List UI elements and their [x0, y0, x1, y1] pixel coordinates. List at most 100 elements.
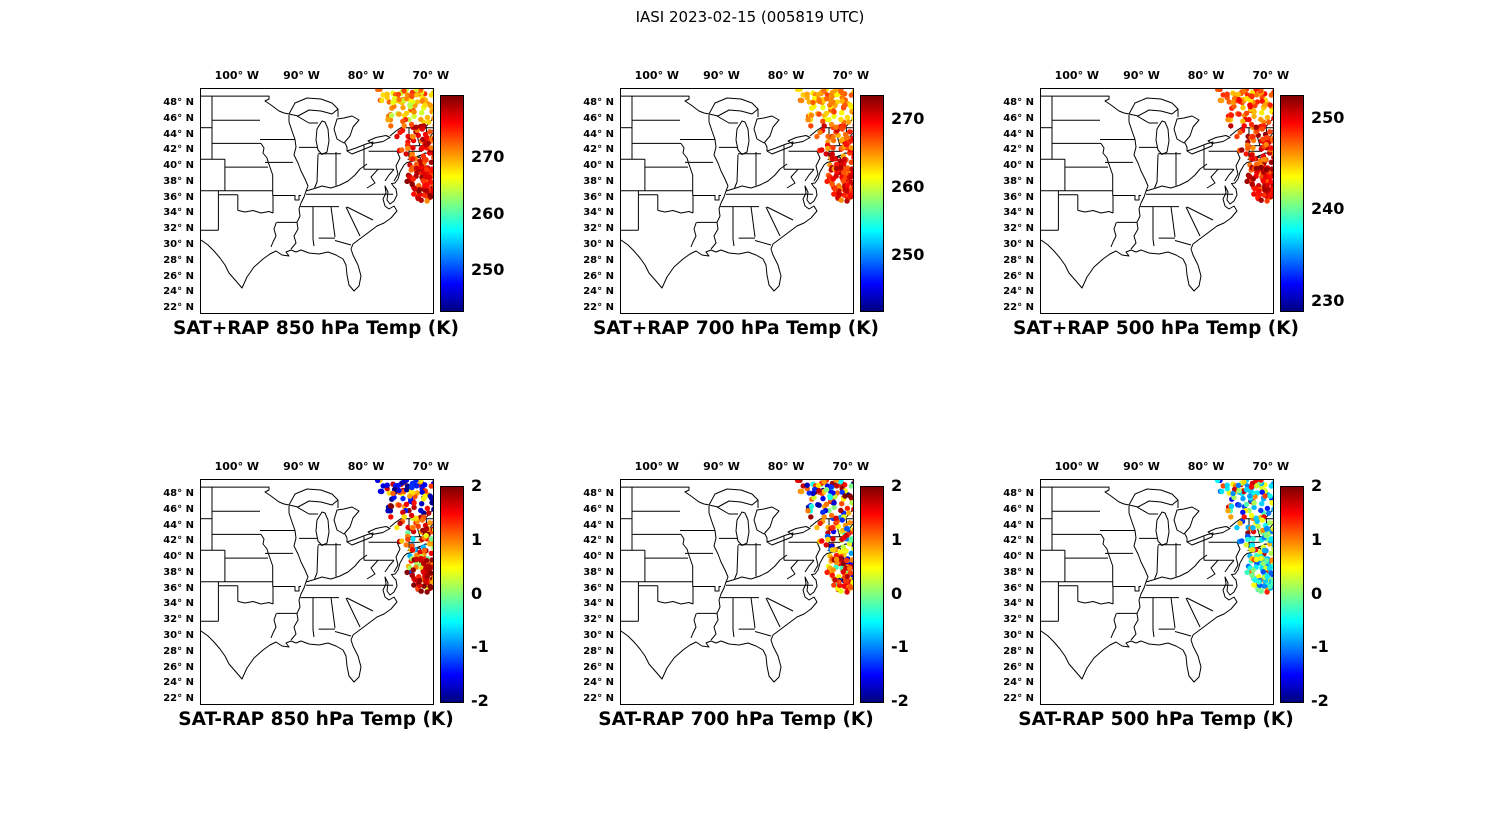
panel-title: SAT-RAP 500 hPa Temp (K): [1018, 709, 1294, 730]
lon-tick-label: 90° W: [1123, 460, 1160, 473]
lat-tick-label: 24° N: [583, 286, 614, 298]
lat-tick-label: 26° N: [583, 661, 614, 673]
lat-tick-label: 28° N: [163, 254, 194, 266]
us-basemap-outline: [201, 486, 433, 683]
lat-tick-label: 40° N: [163, 551, 194, 563]
lat-tick-label: 34° N: [583, 598, 614, 610]
panel-sat-minus-rap-700: 100° W 90° W 80° W 70° W 48° N 46° N 44° N 42° …: [550, 446, 970, 746]
lat-tick-label: 48° N: [1003, 96, 1034, 108]
lon-tick-label: 70° W: [832, 460, 870, 473]
lat-tick-label: 44° N: [583, 519, 614, 531]
panel-title: SAT+RAP 850 hPa Temp (K): [172, 318, 460, 339]
lon-tick-label: 70° W: [412, 460, 450, 473]
lon-tick-label: 90° W: [1123, 69, 1160, 82]
lat-tick-label: 32° N: [1003, 614, 1034, 626]
lat-tick-label: 32° N: [163, 614, 194, 626]
us-basemap-outline: [621, 486, 853, 683]
lon-tick-label: 90° W: [703, 69, 740, 82]
scatter-swath: [794, 89, 853, 204]
scatter-swath: [374, 480, 433, 595]
lat-tick-label: 24° N: [1003, 286, 1034, 298]
lat-tick-label: 36° N: [163, 582, 194, 594]
scatter-swath: [1214, 480, 1273, 595]
lat-tick-label: 36° N: [1003, 191, 1034, 203]
scatter-swath: [1214, 89, 1273, 204]
lat-tick-label: 26° N: [1003, 661, 1034, 673]
panel-title: SAT+RAP 500 hPa Temp (K): [1012, 318, 1300, 339]
panel-sat-minus-rap-500: 100° W 90° W 80° W 70° W 48° N 46° N 44° N 42° …: [970, 446, 1390, 746]
map-plot: [620, 479, 854, 705]
lat-tick-label: 30° N: [583, 238, 614, 250]
lat-tick-label: 36° N: [583, 191, 614, 203]
lat-tick-label: 40° N: [1003, 551, 1034, 563]
lat-tick-label: 42° N: [583, 535, 614, 547]
lat-tick-label: 28° N: [583, 254, 614, 266]
lon-tick-label: 100° W: [634, 69, 680, 82]
lat-tick-label: 30° N: [1003, 629, 1034, 641]
lon-tick-label: 100° W: [1054, 460, 1100, 473]
lat-tick-label: 38° N: [1003, 175, 1034, 187]
lon-tick-label: 100° W: [214, 69, 260, 82]
lat-tick-label: 46° N: [163, 503, 194, 515]
scatter-swath: [794, 480, 853, 595]
colorbar-tick-label: 270: [471, 147, 505, 167]
lat-tick-label: 34° N: [163, 207, 194, 219]
lat-tick-label: 40° N: [163, 160, 194, 172]
colorbar-tick-label: 260: [891, 177, 925, 197]
colorbar-tick-label: -2: [891, 691, 909, 710]
panel-sat-plus-rap-700: 100° W 90° W 80° W 70° W 48° N 46° N 44° N 42° …: [550, 55, 970, 355]
lat-tick-label: 30° N: [583, 629, 614, 641]
lat-tick-label: 38° N: [1003, 566, 1034, 578]
lat-tick-label: 36° N: [583, 582, 614, 594]
lat-tick-label: 44° N: [1003, 519, 1034, 531]
colorbar: [440, 486, 464, 703]
map-plot: [200, 479, 434, 705]
map-plot: [1040, 88, 1274, 314]
lat-tick-label: 48° N: [1003, 487, 1034, 499]
colorbar-tick-label: 270: [891, 108, 925, 128]
lat-tick-label: 40° N: [1003, 160, 1034, 172]
lat-tick-label: 26° N: [1003, 270, 1034, 282]
panel-sat-minus-rap-850: 100° W 90° W 80° W 70° W 48° N 46° N 44° N 42° …: [130, 446, 550, 746]
lat-tick-label: 22° N: [163, 302, 194, 314]
panel-title: SAT-RAP 700 hPa Temp (K): [598, 709, 874, 730]
lat-tick-label: 28° N: [163, 645, 194, 657]
lat-tick-label: 24° N: [583, 677, 614, 689]
lat-tick-label: 48° N: [583, 96, 614, 108]
lon-tick-label: 80° W: [347, 69, 385, 82]
lat-tick-label: 42° N: [1003, 144, 1034, 156]
colorbar-tick-label: 0: [891, 583, 903, 603]
lat-tick-label: 38° N: [163, 175, 194, 187]
colorbar: [440, 95, 464, 312]
lat-tick-label: 28° N: [1003, 645, 1034, 657]
map-plot: [200, 88, 434, 314]
lat-tick-label: 26° N: [583, 270, 614, 282]
lat-tick-label: 26° N: [163, 661, 194, 673]
lat-tick-label: 32° N: [583, 614, 614, 626]
colorbar-tick-label: -1: [1311, 637, 1329, 657]
us-basemap-outline: [201, 95, 433, 292]
lat-tick-label: 32° N: [1003, 223, 1034, 235]
lat-tick-label: 44° N: [163, 519, 194, 531]
colorbar-tick-label: 240: [1311, 199, 1345, 219]
lat-tick-label: 42° N: [163, 144, 194, 156]
lon-tick-label: 90° W: [703, 460, 740, 473]
lon-tick-label: 90° W: [283, 460, 320, 473]
colorbar-tick-label: 1: [1311, 529, 1323, 549]
lat-tick-label: 22° N: [1003, 302, 1034, 314]
lon-tick-label: 90° W: [283, 69, 320, 82]
lat-tick-label: 38° N: [163, 566, 194, 578]
colorbar-tick-label: -2: [471, 691, 489, 710]
colorbar-tick-label: 2: [891, 476, 903, 495]
lat-tick-label: 46° N: [583, 503, 614, 515]
colorbar-tick-label: 2: [471, 476, 483, 495]
lat-tick-label: 36° N: [163, 191, 194, 203]
colorbar: [860, 486, 884, 703]
lon-tick-label: 100° W: [1054, 69, 1100, 82]
lat-tick-label: 30° N: [163, 238, 194, 250]
lat-tick-label: 42° N: [583, 144, 614, 156]
lat-tick-label: 48° N: [163, 96, 194, 108]
lat-tick-label: 48° N: [583, 487, 614, 499]
lon-tick-label: 80° W: [1187, 460, 1225, 473]
lat-tick-label: 30° N: [1003, 238, 1034, 250]
